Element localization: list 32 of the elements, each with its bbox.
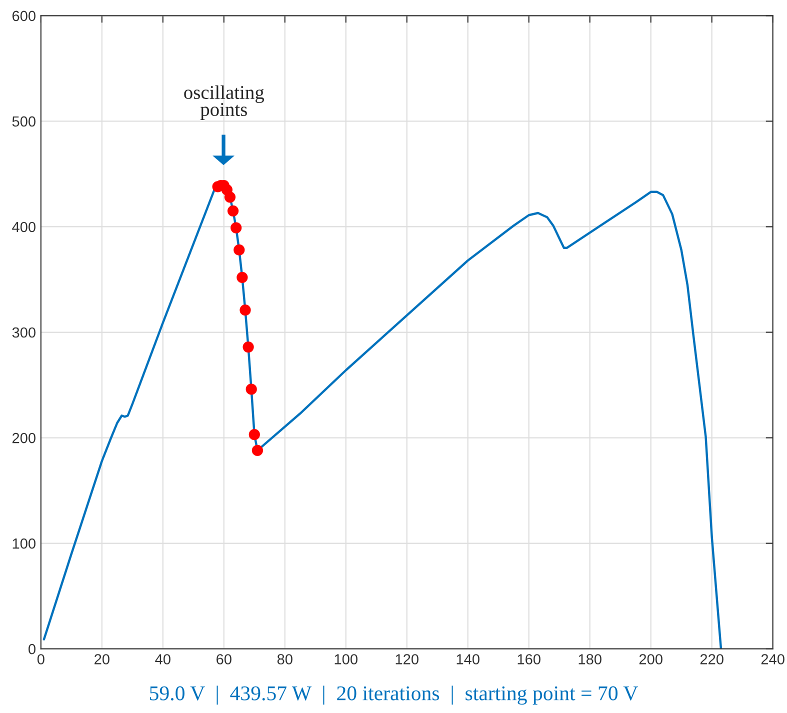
x-tick-label: 40 — [155, 654, 170, 664]
x-tick-label: 100 — [334, 654, 358, 664]
point — [252, 444, 264, 456]
point — [240, 304, 251, 316]
y-tick-label: 600 — [12, 10, 36, 22]
point — [248, 429, 260, 440]
point — [242, 341, 254, 353]
text: 59.0 V | 439.57 W | 20 iterations | starting point = 70 V — [150, 686, 638, 705]
point — [234, 244, 245, 256]
x-tick-label: 120 — [396, 654, 418, 664]
x-tick-label: 60 — [216, 654, 232, 664]
x-tick-label: 180 — [578, 654, 602, 664]
y-tick-label: 300 — [12, 327, 36, 338]
x-tick-label: 240 — [761, 654, 784, 664]
x-tick-label: 0 — [37, 654, 44, 664]
y-tick-label: 0 — [28, 644, 36, 654]
x-tick-label: 20 — [94, 654, 110, 664]
x-tick-label: 160 — [518, 654, 540, 664]
point — [246, 384, 257, 395]
y-tick-label: 500 — [12, 116, 36, 127]
point — [224, 192, 236, 203]
point — [230, 222, 242, 234]
point — [227, 205, 239, 216]
x-tick-label: 220 — [700, 654, 724, 664]
point — [236, 272, 248, 283]
x-tick-label: 200 — [639, 654, 662, 664]
y-tick-label: 200 — [12, 432, 36, 444]
x-tick-label: 140 — [456, 654, 480, 664]
y-tick-label: 400 — [12, 222, 36, 232]
x-tick-label: 80 — [277, 654, 292, 664]
y-tick-label: 100 — [12, 538, 36, 549]
annotation: oscillating points — [184, 85, 264, 120]
